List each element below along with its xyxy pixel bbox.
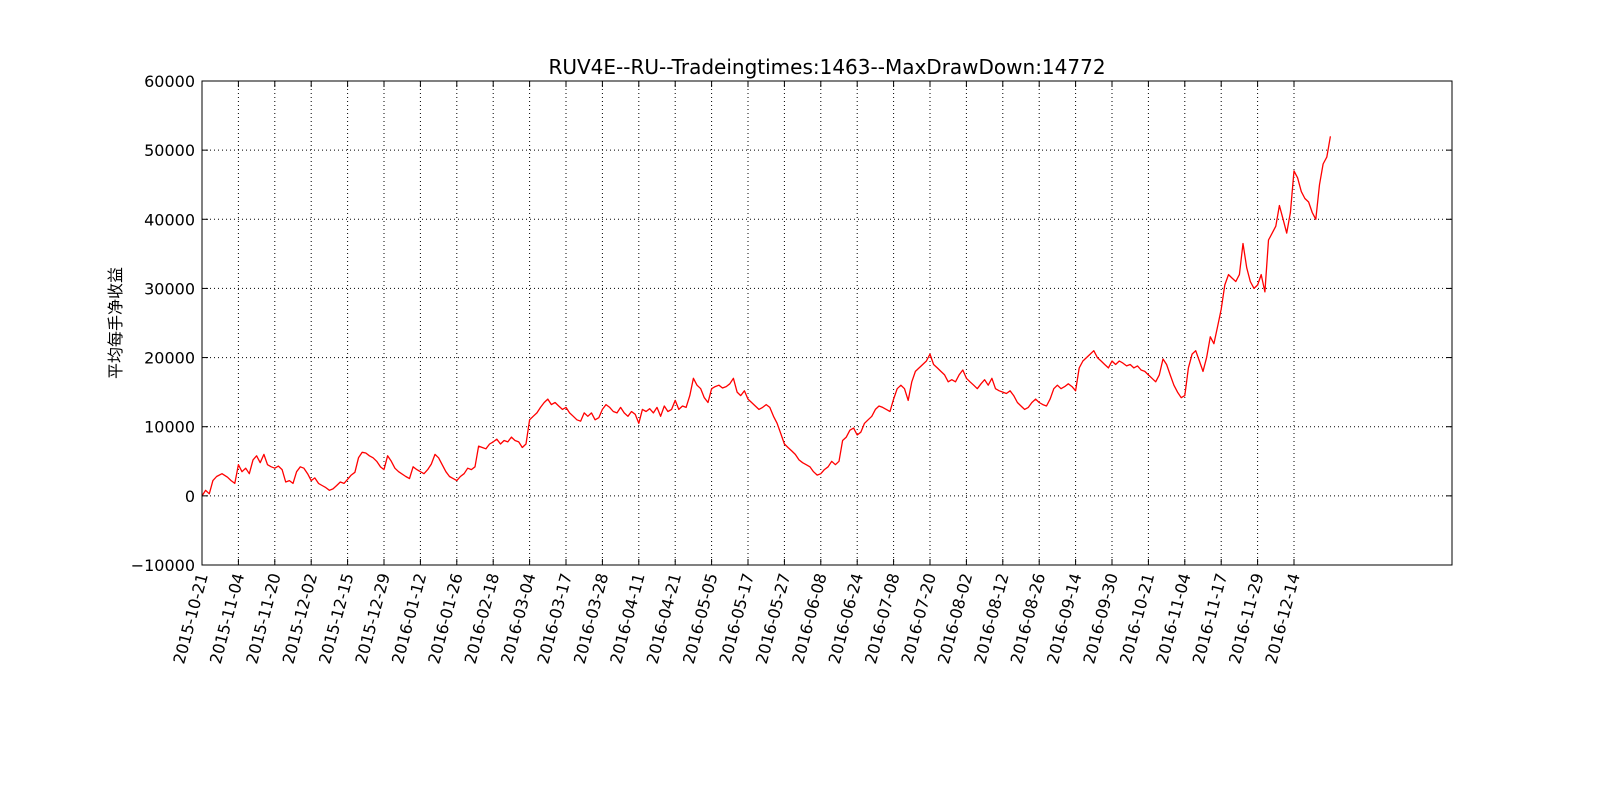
x-tick-label: 2016-03-28 bbox=[570, 571, 612, 666]
x-tick-label: 2015-12-15 bbox=[315, 571, 357, 666]
y-tick-label: 50000 bbox=[144, 141, 195, 160]
x-tick-label: 2016-03-17 bbox=[533, 571, 575, 666]
y-tick-label: 0 bbox=[185, 487, 195, 506]
y-axis-label: 平均每手净收益 bbox=[106, 267, 125, 379]
y-axis: −10000 0 10000 20000 30000 40000 50000 60000 bbox=[131, 72, 1452, 575]
x-axis: 2015-10-212015-11-042015-11-202015-12-02… bbox=[169, 81, 1304, 666]
x-tick-label: 2016-07-20 bbox=[897, 571, 939, 666]
y-tick-label: −10000 bbox=[131, 556, 195, 575]
x-tick-label: 2016-09-14 bbox=[1043, 571, 1085, 666]
x-tick-label: 2016-10-21 bbox=[1116, 571, 1158, 666]
x-tick-label: 2016-04-21 bbox=[643, 571, 685, 666]
x-tick-label: 2016-01-12 bbox=[388, 571, 430, 666]
x-tick-label: 2016-05-27 bbox=[752, 571, 794, 666]
x-tick-label: 2016-08-26 bbox=[1007, 571, 1049, 666]
y-tick-label: 60000 bbox=[144, 72, 195, 91]
x-tick-label: 2016-03-04 bbox=[497, 571, 539, 666]
x-tick-label: 2016-06-24 bbox=[825, 571, 867, 666]
x-tick-label: 2016-06-08 bbox=[788, 571, 830, 666]
series-layer bbox=[201, 136, 1332, 497]
x-tick-label: 2016-12-14 bbox=[1261, 571, 1303, 666]
x-tick-label: 2015-11-04 bbox=[206, 571, 248, 666]
x-tick-label: 2016-02-18 bbox=[461, 571, 503, 666]
x-tick-label: 2016-04-11 bbox=[606, 571, 648, 666]
y-tick-label: 40000 bbox=[144, 210, 195, 229]
chart-title: RUV4E--RU--Tradeingtimes:1463--MaxDrawDo… bbox=[548, 55, 1105, 79]
y-tick-label: 30000 bbox=[144, 279, 195, 298]
x-tick-label: 2016-05-17 bbox=[715, 571, 757, 666]
x-tick-label: 2016-07-08 bbox=[861, 571, 903, 666]
x-tick-label: 2015-12-02 bbox=[279, 571, 321, 666]
x-tick-label: 2016-08-12 bbox=[970, 571, 1012, 666]
x-tick-label: 2016-11-29 bbox=[1225, 571, 1267, 666]
grid bbox=[202, 81, 1452, 565]
x-tick-label: 2016-11-04 bbox=[1152, 571, 1194, 666]
x-tick-label: 2016-11-17 bbox=[1189, 571, 1231, 666]
x-tick-label: 2015-10-21 bbox=[169, 571, 211, 666]
x-tick-label: 2016-08-02 bbox=[934, 571, 976, 666]
x-tick-label: 2015-12-29 bbox=[351, 571, 393, 666]
x-tick-label: 2016-01-26 bbox=[424, 571, 466, 666]
x-tick-label: 2016-09-30 bbox=[1079, 571, 1121, 666]
y-tick-label: 10000 bbox=[144, 418, 195, 437]
x-tick-label: 2016-05-05 bbox=[679, 571, 721, 666]
series-line bbox=[201, 136, 1332, 497]
x-tick-label: 2015-11-20 bbox=[242, 571, 284, 666]
y-tick-label: 20000 bbox=[144, 349, 195, 368]
plot-frame bbox=[201, 80, 1453, 566]
